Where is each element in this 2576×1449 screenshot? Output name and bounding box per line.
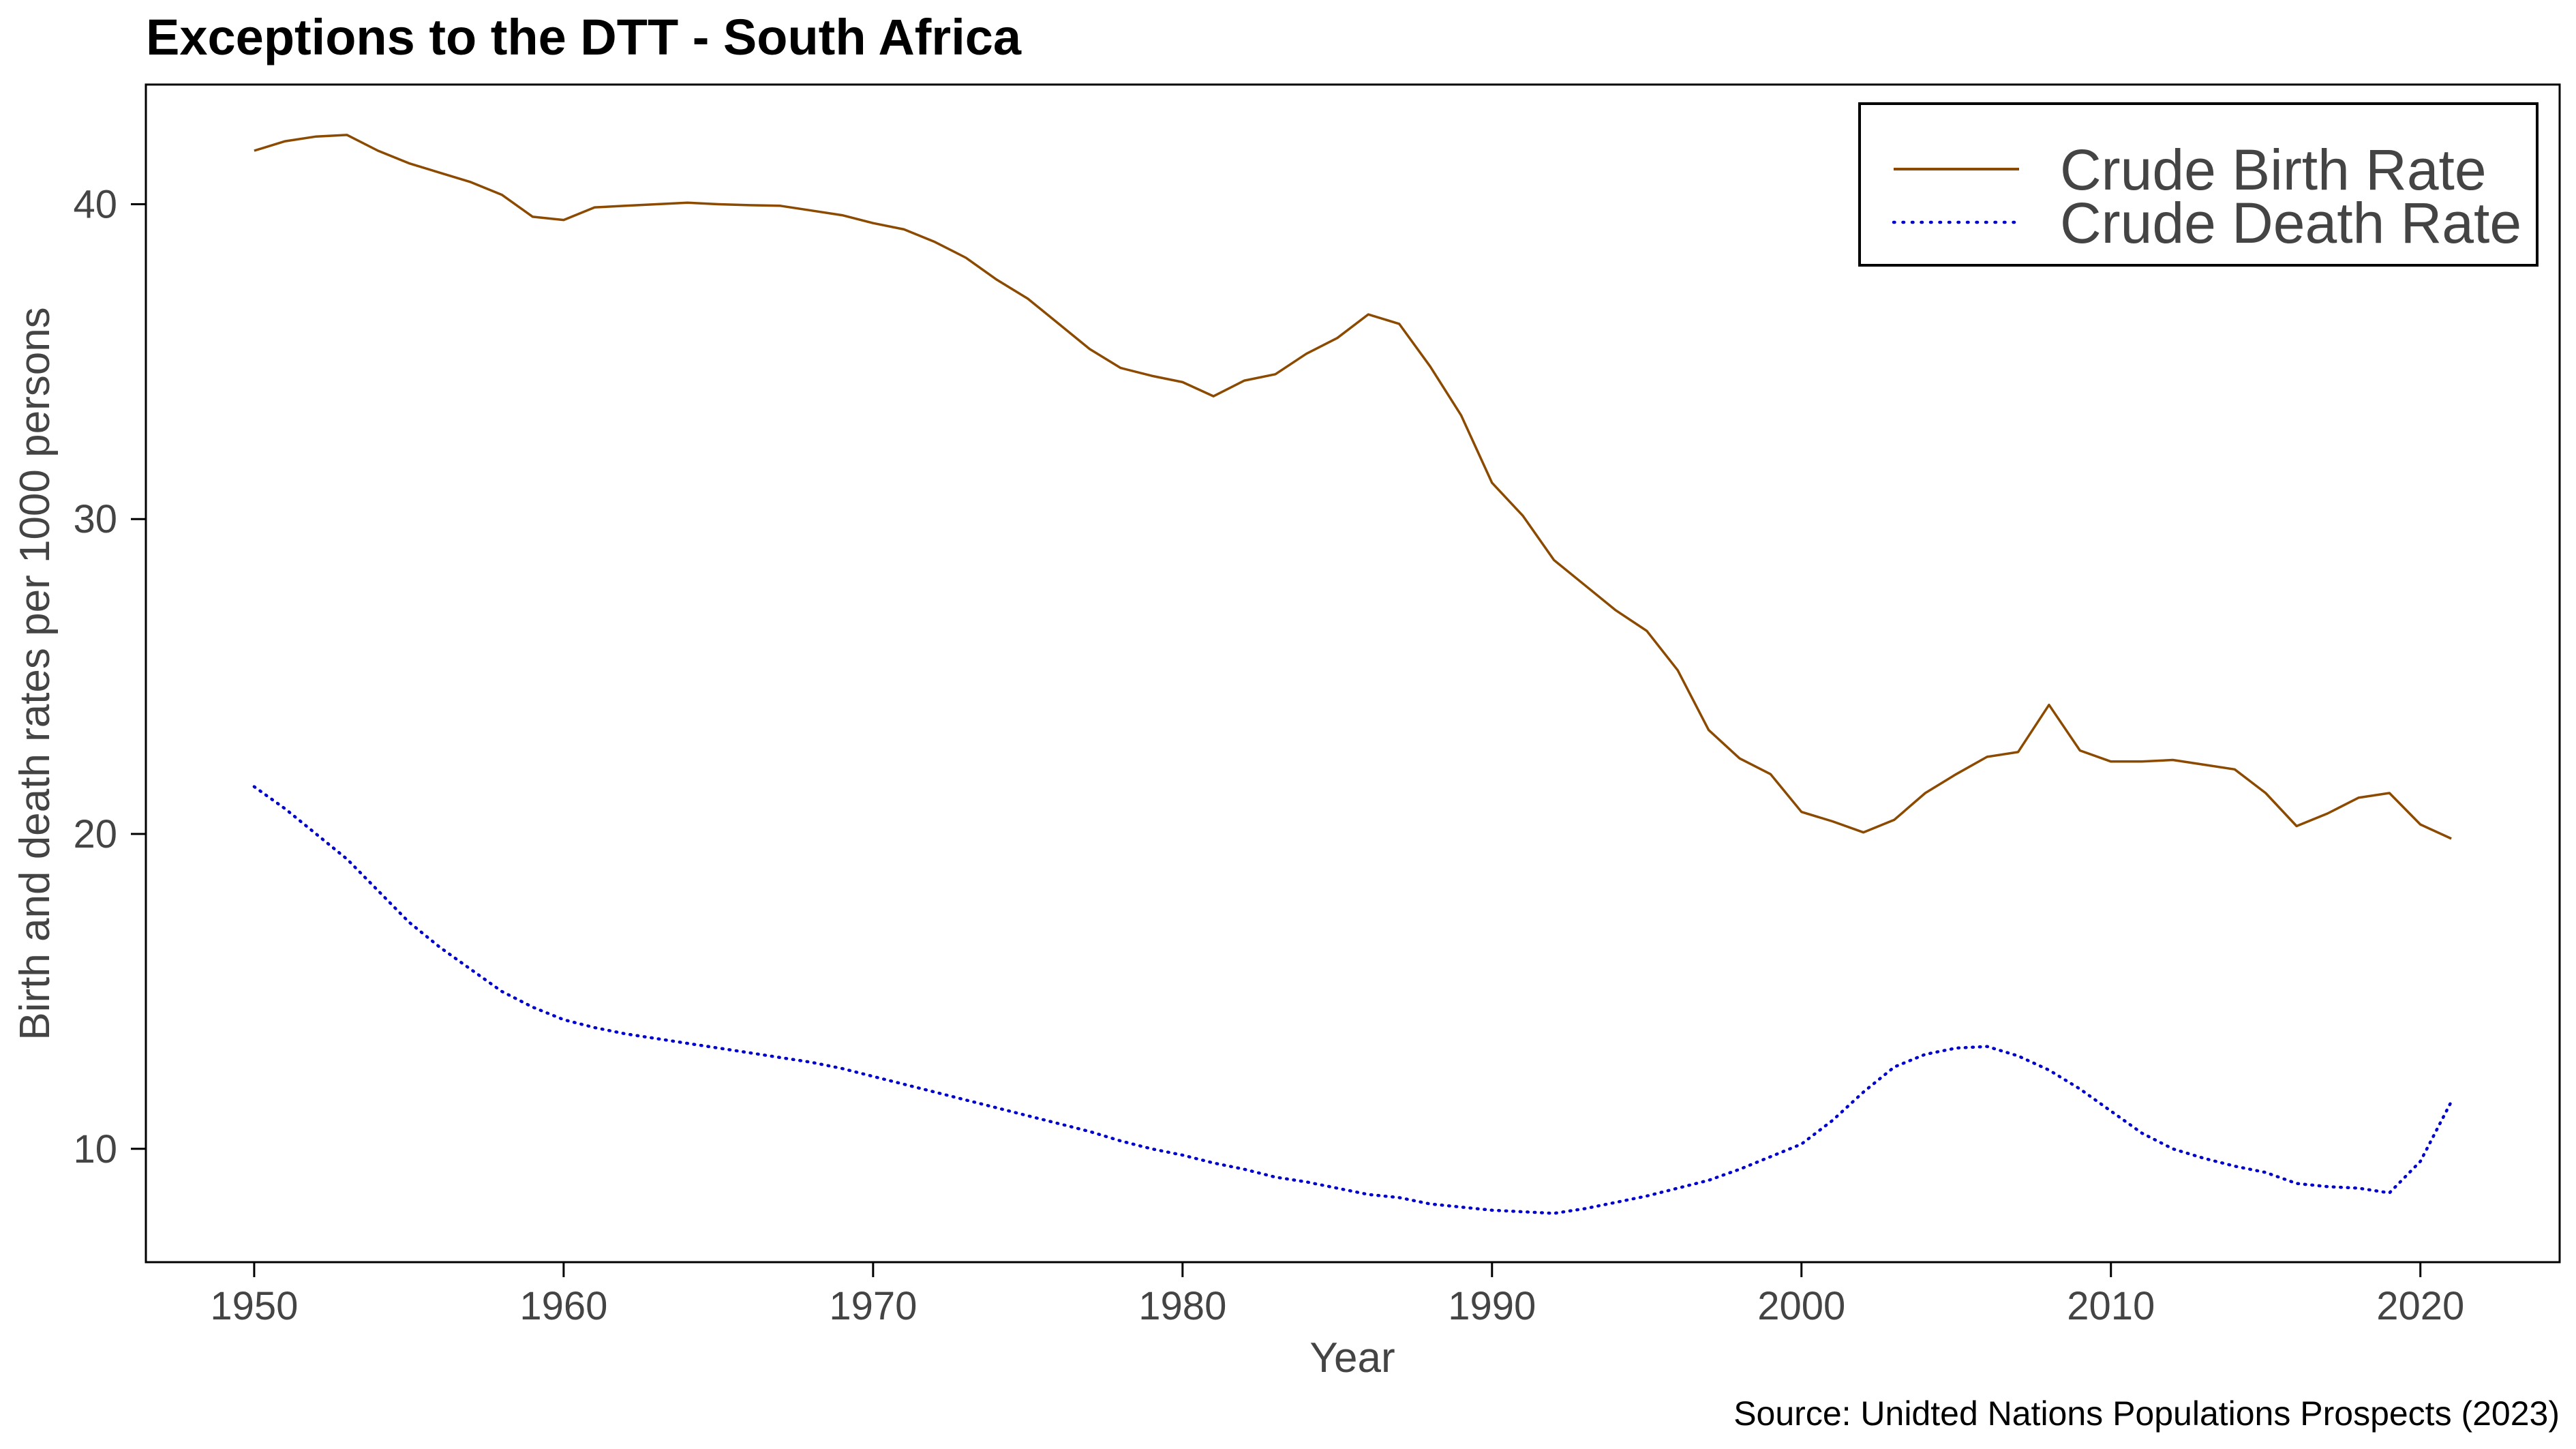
x-tick-label: 1990 (1448, 1284, 1536, 1328)
y-tick-label: 20 (73, 812, 117, 856)
legend: Crude Birth Rate Crude Death Rate (1858, 102, 2539, 267)
series-line-1 (252, 785, 2453, 1215)
y-axis: 10 20 30 40 (73, 182, 146, 1171)
x-tick-label: 2020 (2376, 1284, 2464, 1328)
y-tick-label: 10 (73, 1127, 117, 1171)
legend-label-birth-rate: Crude Birth Rate (2060, 138, 2487, 202)
source-note: Source: Unidted Nations Populations Pros… (1733, 1394, 2560, 1433)
x-tick-label: 2010 (2067, 1284, 2155, 1328)
x-tick-label: 1980 (1138, 1284, 1226, 1328)
plot-area-frame (145, 83, 2561, 1264)
chart-title: Exceptions to the DTT - South Africa (146, 9, 1022, 65)
x-axis-label: Year (1309, 1334, 1395, 1381)
x-tick-label: 1950 (210, 1284, 298, 1328)
y-axis-label: Birth and death rates per 1000 persons (12, 307, 59, 1040)
legend-box (1858, 102, 2539, 267)
x-tick-label: 1970 (829, 1284, 917, 1328)
series-lines (252, 134, 2453, 1215)
y-tick-label: 30 (73, 497, 117, 541)
x-tick-label: 1960 (519, 1284, 607, 1328)
y-tick-label: 40 (73, 182, 117, 226)
series-line-0 (254, 134, 2452, 840)
legend-label-death-rate: Crude Death Rate (2060, 191, 2521, 255)
x-axis: 1950 1960 1970 1980 1990 2000 2010 2020 (210, 1262, 2464, 1328)
x-tick-label: 2000 (1757, 1284, 1845, 1328)
